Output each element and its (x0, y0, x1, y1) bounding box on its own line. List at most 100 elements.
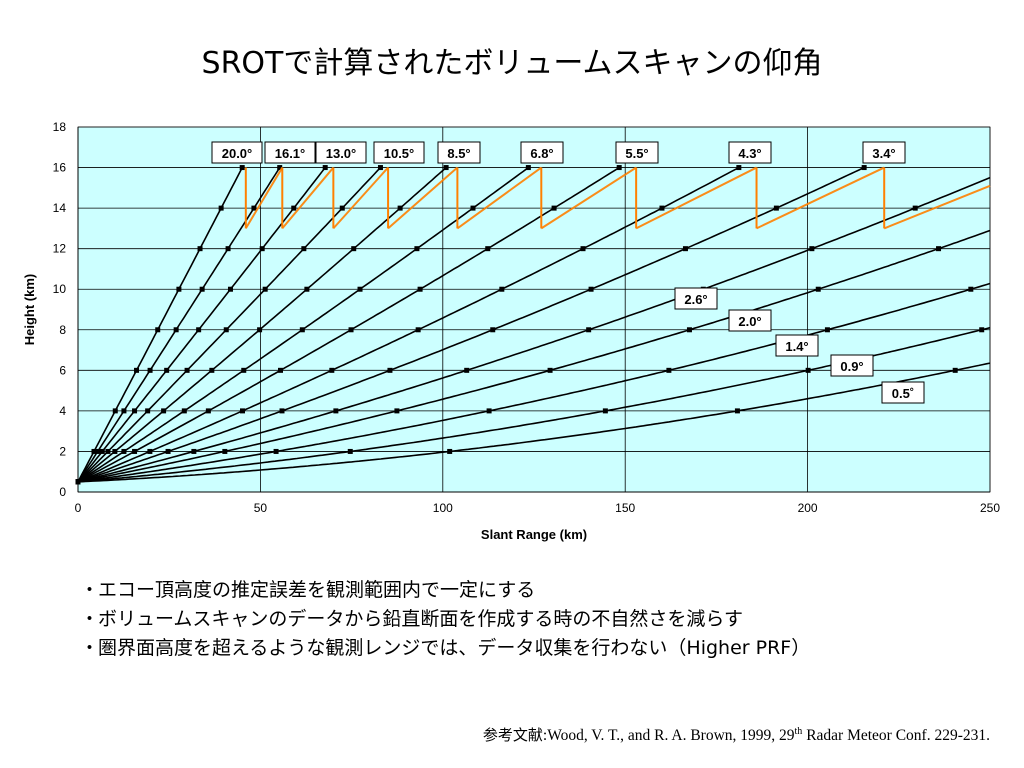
beam-marker (112, 408, 118, 414)
elevation-label-box (264, 141, 316, 164)
beam-marker (257, 327, 263, 333)
beam-marker (682, 246, 688, 252)
beam-marker (547, 367, 553, 373)
beam-marker (240, 408, 246, 414)
elevation-label: 3.4° (872, 146, 895, 161)
beam-marker (490, 327, 496, 333)
beam-marker (301, 246, 307, 252)
elevation-label: 2.6° (684, 292, 707, 307)
beam-marker (486, 408, 492, 414)
beam-marker (348, 327, 354, 333)
slide-title: SROTで計算されたボリュームスキャンの仰角 (201, 46, 823, 81)
elevation-label-box (437, 141, 481, 164)
beam-marker (105, 448, 111, 454)
beam-marker (443, 165, 449, 171)
beam-marker (197, 246, 203, 252)
x-tick-label: 250 (980, 501, 1000, 515)
elevation-label-box (211, 141, 263, 164)
bullet-text: エコー頂高度の推定誤差を観測範囲内で一定にする (98, 579, 536, 601)
beam-marker (525, 165, 531, 171)
beam-marker (145, 408, 151, 414)
beam-marker (277, 165, 283, 171)
beam-marker (464, 367, 470, 373)
x-tick-label: 50 (254, 501, 268, 515)
beam-marker (173, 327, 179, 333)
beam-line-0.5° (77, 362, 991, 483)
bullet-list: ・エコー頂高度の推定誤差を観測範囲内で一定にする ・ボリュームスキャンのデータか… (80, 576, 810, 663)
beam-marker (161, 408, 167, 414)
beam-marker (262, 286, 268, 292)
elevation-label: 5.5° (625, 146, 648, 161)
beam-marker (176, 286, 182, 292)
beam-marker (191, 448, 197, 454)
x-tick-label: 200 (798, 501, 818, 515)
scan-switch-diagonal (281, 166, 335, 230)
beam-marker (241, 367, 247, 373)
beam-marker (333, 408, 339, 414)
reference-label: 参考文献 (482, 726, 543, 744)
beam-marker (417, 286, 423, 292)
beam-line-8.5° (77, 166, 447, 483)
scan-switch-diagonal (387, 166, 459, 230)
bullet-text: 圏界面高度を超えるような観測レンジでは、データ収集を行わない（Higher PR… (98, 637, 811, 659)
elevation-label-box (615, 141, 659, 164)
beam-marker (580, 246, 586, 252)
beam-line-16.1° (77, 167, 281, 483)
bullet-item: ・圏界面高度を超えるような観測レンジでは、データ収集を行わない（Higher P… (80, 634, 810, 663)
scan-switch-diagonal (540, 166, 637, 230)
beam-marker (499, 286, 505, 292)
beam-marker (686, 327, 692, 333)
elevation-label-box (881, 381, 925, 404)
reference-text-a: Wood, V. T., and R. A. Brown, 1999, 29 (547, 727, 795, 744)
beam-line-2.0° (77, 229, 991, 483)
reference-sup: th (794, 725, 803, 737)
beam-marker (414, 246, 420, 252)
y-tick-label: 2 (59, 444, 66, 458)
x-tick-label: 150 (615, 501, 635, 515)
plot-background (77, 126, 991, 493)
elevation-label-box (775, 334, 819, 357)
y-tick-label: 16 (53, 161, 67, 175)
y-tick-label: 14 (53, 201, 67, 215)
beam-line-13.0° (77, 167, 326, 483)
scan-switch-diagonal (244, 167, 284, 229)
beam-height-chart: 0 50 100 150 200 250 0 2 4 6 8 10 12 14 16 18 Slant Rang… (22, 120, 1000, 542)
beam-marker (251, 205, 257, 211)
beam-marker (805, 367, 811, 373)
beam-marker (278, 367, 284, 373)
reference-citation: 参考文献:Wood, V. T., and R. A. Brown, 1999,… (483, 724, 990, 745)
bullet-item: ・ボリュームスキャンのデータから鉛直断面を作成する時の不自然さを減らす (80, 605, 810, 634)
beam-marker (132, 448, 138, 454)
beam-marker (387, 367, 393, 373)
beam-marker (184, 367, 190, 373)
beam-marker (291, 205, 297, 211)
plot-area: 0 50 100 150 200 250 0 2 4 6 8 10 12 14 16 18 Slant Rang… (22, 120, 1000, 542)
y-tick-label: 18 (53, 120, 67, 134)
elevation-label: 16.1° (275, 146, 306, 161)
beam-marker (351, 246, 357, 252)
beam-marker (734, 408, 740, 414)
beam-marker (147, 367, 153, 373)
elevation-label: 2.0° (738, 314, 761, 329)
beam-marker (322, 165, 328, 171)
x-tick-label: 100 (433, 501, 453, 515)
beam-marker (586, 327, 592, 333)
beam-marker (147, 448, 153, 454)
beam-marker (196, 327, 202, 333)
beam-marker (470, 205, 476, 211)
y-tick-label: 10 (53, 282, 67, 296)
beam-line-3.4° (77, 166, 865, 483)
beam-marker (181, 408, 187, 414)
y-tick-label: 8 (59, 323, 66, 337)
elevation-label: 13.0° (326, 146, 357, 161)
beam-marker (95, 448, 101, 454)
beam-marker (223, 327, 229, 333)
elevation-label-box (862, 141, 906, 164)
beam-marker (304, 286, 310, 292)
x-tick-label: 0 (75, 501, 82, 515)
beam-marker (377, 165, 383, 171)
beam-marker (259, 246, 265, 252)
beam-marker (165, 448, 171, 454)
beam-marker (588, 286, 594, 292)
beam-marker (209, 367, 215, 373)
